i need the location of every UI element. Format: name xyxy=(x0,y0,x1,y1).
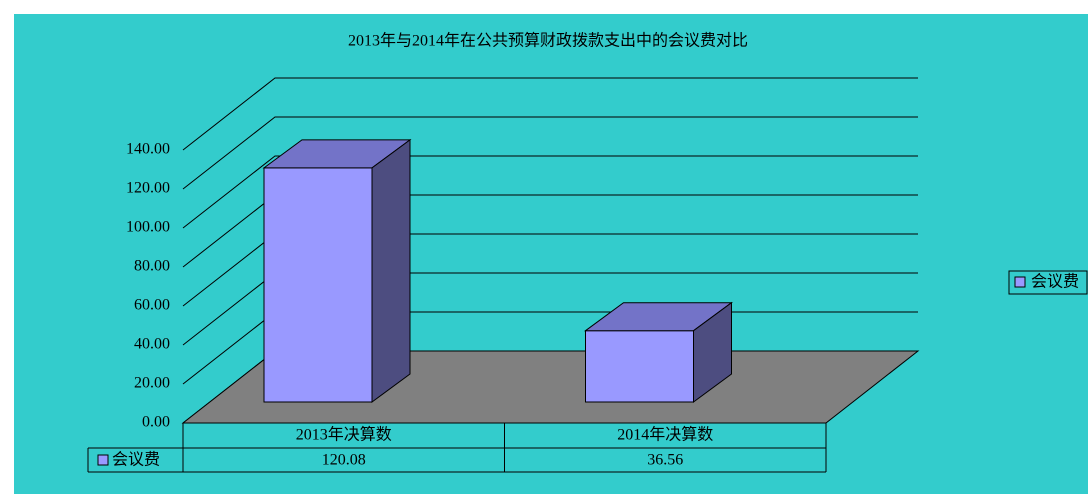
legend-label: 会议费 xyxy=(1031,273,1079,291)
bar-front xyxy=(585,330,694,403)
y-tick-label: 140.00 xyxy=(126,141,170,158)
chart-title: 2013年与2014年在公共预算财政拨款支出中的会议费对比 xyxy=(348,31,748,50)
x-tick-label: 2013年决算数 xyxy=(296,425,392,444)
y-tick-label: 80.00 xyxy=(134,258,170,275)
table-value: 120.08 xyxy=(322,452,366,469)
y-tick-label: 40.00 xyxy=(134,336,170,353)
legend-key xyxy=(1014,276,1026,288)
table-value: 36.56 xyxy=(647,452,683,469)
x-tick-label: 2014年决算数 xyxy=(617,425,713,444)
y-tick-label: 120.00 xyxy=(126,180,170,197)
bar-side xyxy=(693,301,732,403)
table-series-name: 会议费 xyxy=(112,451,160,469)
grid-line xyxy=(182,116,918,190)
bar-side xyxy=(371,138,411,403)
y-tick-label: 20.00 xyxy=(134,375,170,392)
table-legend-key xyxy=(97,454,109,466)
grid-line xyxy=(182,77,918,151)
bar-front xyxy=(263,167,373,403)
y-tick-label: 0.00 xyxy=(142,414,170,431)
y-tick-label: 60.00 xyxy=(134,297,170,314)
grid-line xyxy=(182,155,918,229)
y-tick-label: 100.00 xyxy=(126,219,170,236)
legend-box xyxy=(1008,270,1088,295)
